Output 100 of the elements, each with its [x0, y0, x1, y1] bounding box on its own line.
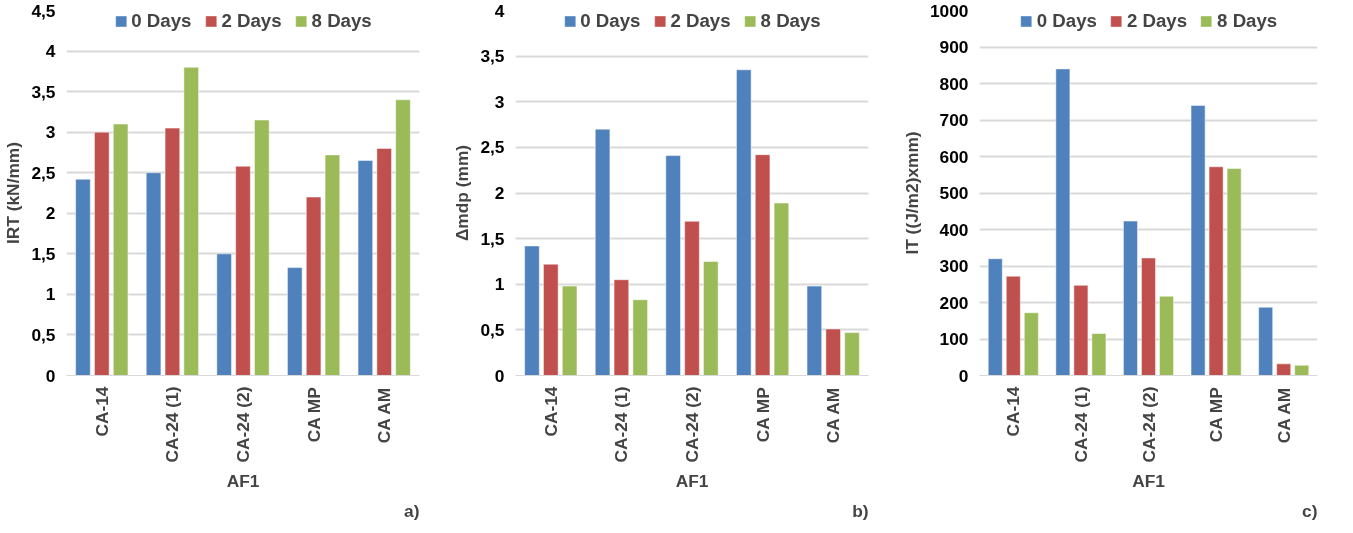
bar: [254, 119, 270, 376]
bar: [395, 99, 411, 376]
x-axis-title: AF1: [675, 470, 709, 491]
x-tick-label: CA MP: [1206, 387, 1227, 443]
bar: [1226, 168, 1242, 376]
y-tick-label: 4,5: [31, 0, 56, 21]
bar: [594, 128, 611, 376]
bar: [145, 172, 162, 376]
legend-label: 0 Days: [1036, 10, 1097, 32]
bar: [1091, 333, 1107, 376]
bar: [113, 123, 129, 376]
y-tick-label: 0,5: [480, 319, 505, 340]
y-tick-label: 2: [45, 203, 56, 224]
y-tick-label: 500: [939, 183, 969, 203]
bar: [324, 154, 341, 376]
y-tick-label: 100: [939, 329, 969, 349]
x-tick-label: CA-24 (2): [233, 386, 253, 463]
bar: [75, 178, 91, 376]
y-tick-label: 2,5: [480, 137, 505, 158]
y-tick-label: 0: [45, 365, 56, 386]
y-axis-title: IT ((J/m2)xmm): [901, 131, 922, 255]
x-tick-label: CA-14: [1003, 386, 1024, 437]
y-axis-title: Δmdp (mm): [452, 144, 473, 242]
text: a): [404, 500, 420, 521]
text: c): [1302, 500, 1318, 521]
bar: [1073, 285, 1089, 376]
x-axis-title: AF1: [1132, 470, 1166, 491]
y-tick-label: 0: [494, 365, 505, 386]
legend-label: 2 Days: [670, 10, 731, 32]
bar: [987, 258, 1003, 376]
y-tick-label: 1: [45, 284, 56, 305]
x-axis-title: AF1: [226, 470, 260, 491]
text: b): [852, 500, 869, 521]
bar: [613, 279, 629, 376]
x-tick-label: CA-14: [91, 386, 112, 437]
bar: [183, 67, 199, 376]
bar: [1006, 275, 1021, 376]
bar: [164, 127, 180, 376]
y-tick-label: 1000: [929, 0, 969, 21]
bar: [806, 285, 822, 376]
bar: [357, 160, 373, 376]
bar: [1024, 312, 1039, 376]
y-tick-label: 3: [45, 122, 56, 143]
y-tick-label: 4: [45, 41, 56, 62]
legend-label: 8 Days: [311, 10, 372, 32]
bar: [1055, 68, 1071, 376]
y-tick-label: 900: [939, 37, 969, 57]
bar: [736, 69, 752, 376]
x-tick-label: CA-24 (2): [682, 386, 702, 463]
x-tick-label: CA-14: [540, 386, 561, 437]
bar: [825, 328, 841, 376]
legend-label: 2 Days: [1126, 10, 1188, 32]
bar: [773, 202, 790, 376]
y-tick-label: 1,5: [480, 228, 505, 249]
bar: [287, 267, 303, 376]
y-tick-label: 300: [939, 256, 969, 276]
bar: [1190, 105, 1206, 376]
bar: [684, 221, 700, 376]
y-tick-label: 3: [494, 91, 505, 112]
y-tick-label: 3,5: [480, 46, 505, 67]
bar: [844, 332, 860, 376]
x-tick-label: CA-24 (1): [611, 386, 632, 463]
bar: [235, 165, 251, 376]
legend-label: 0 Days: [131, 10, 192, 32]
y-tick-label: 1: [494, 274, 505, 295]
y-tick-label: 600: [939, 146, 969, 167]
x-tick-label: CA-24 (2): [1138, 386, 1159, 463]
legend-label: 0 Days: [580, 10, 641, 32]
bar: [562, 285, 578, 376]
bar: [665, 155, 681, 376]
y-tick-label: 2,5: [31, 162, 56, 183]
bar: [1159, 296, 1174, 376]
y-axis-title: IRT (kN/mm): [3, 141, 24, 245]
y-tick-label: 700: [939, 110, 969, 130]
x-tick-label: CA MP: [752, 387, 773, 443]
y-tick-label: 4: [494, 0, 505, 21]
bar: [1123, 220, 1138, 376]
x-tick-label: CA MP: [303, 387, 324, 443]
x-tick-label: CA-24 (1): [162, 386, 183, 463]
bar: [1276, 363, 1291, 376]
y-tick-label: 200: [939, 292, 969, 313]
bar: [94, 131, 110, 376]
bar: [524, 245, 540, 376]
y-tick-label: 800: [939, 73, 969, 94]
x-tick-label: CA-24 (1): [1070, 386, 1091, 463]
x-tick-label: CA AM: [374, 387, 395, 444]
y-tick-label: 400: [939, 219, 969, 240]
bar: [1141, 257, 1156, 376]
y-tick-label: 0: [958, 365, 969, 386]
bar: [1208, 166, 1224, 376]
bar: [306, 196, 322, 376]
legend-label: 8 Days: [1217, 10, 1278, 32]
x-tick-label: CA AM: [1273, 387, 1294, 444]
legend-label: 2 Days: [221, 10, 282, 32]
bar: [755, 154, 771, 376]
y-tick-label: 0,5: [31, 324, 56, 345]
bar: [1258, 306, 1273, 376]
x-tick-label: CA AM: [823, 387, 844, 444]
y-tick-label: 2: [494, 183, 505, 203]
bar: [1294, 365, 1310, 376]
